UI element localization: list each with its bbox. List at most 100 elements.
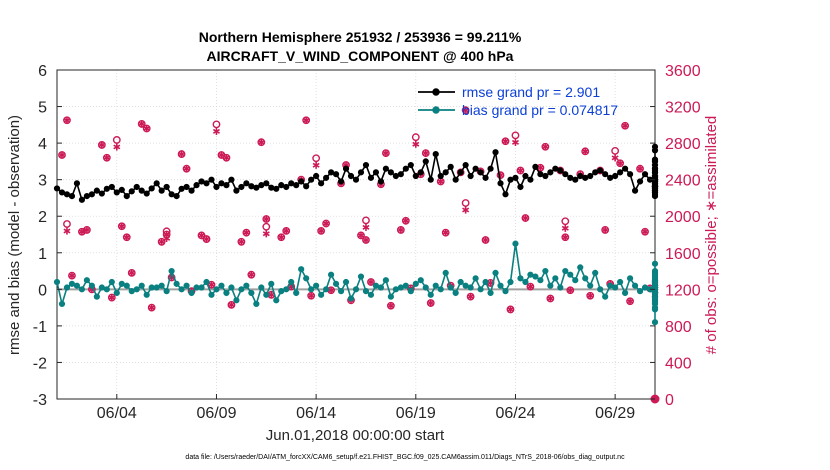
- assimilated-marker-stroke: [561, 234, 569, 240]
- rmse-point: [78, 196, 86, 203]
- assimilated-marker-stroke: [541, 144, 549, 150]
- bias-point: [631, 282, 639, 289]
- bias-point: [63, 284, 71, 291]
- assimilated-marker: [227, 301, 235, 309]
- bias-point: [567, 271, 574, 278]
- bias-point: [377, 284, 385, 291]
- bias-point: [651, 299, 659, 306]
- assimilated-marker-stroke: [526, 284, 534, 290]
- rmse-point: [377, 178, 385, 185]
- assimilated-marker-stroke: [506, 306, 515, 312]
- rmse-point: [607, 174, 614, 181]
- rmse-point: [268, 184, 275, 191]
- rmse-point: [58, 189, 66, 196]
- rmse-point: [492, 149, 499, 156]
- bias-point: [602, 293, 609, 300]
- y-tick-label-left: -3: [33, 392, 47, 409]
- rmse-point: [63, 191, 71, 198]
- bias-point: [507, 278, 514, 286]
- bias-point: [562, 267, 569, 275]
- bias-point: [148, 284, 155, 291]
- bias-point: [626, 275, 634, 282]
- assimilated-marker-stroke: [178, 151, 186, 157]
- bias-point: [218, 282, 225, 289]
- assimilated-marker: [546, 294, 554, 303]
- assimilated-marker-stroke: [123, 234, 131, 240]
- rmse-point: [457, 169, 464, 176]
- assimilated-marker: [566, 286, 574, 294]
- rmse-point: [347, 172, 355, 180]
- bias-point: [392, 286, 399, 293]
- assimilated-marker: [178, 150, 186, 158]
- assimilated-marker-stroke: [148, 305, 156, 311]
- assimilated-marker: [202, 235, 211, 243]
- assimilated-marker: [616, 159, 624, 167]
- axes: -3 -2 -1 0 1 2 3 4 5 6 0 400 800 1200 1600 2000 2400 2800…: [33, 63, 701, 422]
- rmse-point: [263, 180, 270, 187]
- rmse-point: [303, 183, 310, 190]
- assimilated-marker-stroke: [282, 228, 290, 234]
- bias-point: [547, 282, 554, 289]
- bias-point: [263, 291, 270, 298]
- x-tick-label: 06/14: [296, 405, 336, 422]
- assimilated-marker: [317, 227, 325, 235]
- bias-point: [617, 278, 624, 286]
- rmse-point: [582, 174, 589, 181]
- bias-point: [332, 280, 340, 287]
- rmse-point: [98, 190, 105, 197]
- bias-point: [258, 284, 265, 291]
- rmse-point: [203, 180, 210, 187]
- bias-point: [243, 282, 250, 289]
- bias-point: [522, 278, 529, 286]
- assimilated-marker: [367, 278, 375, 286]
- assimilated-marker: [382, 149, 390, 157]
- assimilated-marker-stroke: [511, 139, 519, 145]
- bias-point: [158, 282, 165, 289]
- rmse-point: [407, 161, 414, 169]
- rmse-point: [143, 190, 150, 197]
- x-tick-label: 06/19: [396, 405, 436, 422]
- bias-point: [58, 300, 66, 308]
- rmse-point: [651, 187, 659, 194]
- bias-point: [133, 286, 140, 293]
- bias-point: [352, 286, 360, 293]
- assimilated-marker: [282, 227, 290, 235]
- rmse-point: [258, 182, 265, 189]
- assimilated-marker: [108, 293, 116, 302]
- rmse-point: [293, 182, 300, 189]
- possible-marker: [112, 136, 121, 144]
- y-tick-label-left: 6: [38, 63, 47, 80]
- bias-point: [636, 288, 644, 295]
- assimilated-marker: [68, 272, 76, 280]
- assimilated-marker-stroke: [202, 236, 211, 242]
- bias-point: [113, 289, 120, 297]
- assimilated-marker-stroke: [342, 162, 350, 168]
- possible-marker: [511, 131, 520, 140]
- bias-point: [582, 275, 589, 282]
- possible-marker: [262, 222, 271, 231]
- data-file-footnote: data file: /Users/raeder/DAI/ATM_forcXX/…: [185, 454, 625, 461]
- rmse-point: [467, 172, 474, 180]
- bias-point: [417, 277, 424, 284]
- assimilated-marker: [586, 292, 594, 300]
- bias-point: [517, 275, 524, 282]
- y-tick-label-right: 3200: [665, 100, 701, 117]
- assimilated-marker: [277, 233, 285, 241]
- assimilated-marker-stroke: [586, 293, 594, 299]
- rmse-point: [193, 182, 200, 189]
- bias-point: [651, 273, 659, 280]
- assimilated-marker: [307, 292, 315, 300]
- rmse-point: [622, 165, 629, 172]
- bias-point: [592, 269, 599, 276]
- legend-marker: [432, 106, 440, 114]
- assimilated-marker: [163, 234, 171, 242]
- rmse-point: [587, 172, 594, 180]
- rmse-point: [298, 178, 305, 185]
- y-tick-label-left: -2: [33, 355, 47, 372]
- bias-point: [467, 284, 474, 291]
- bias-point: [168, 267, 175, 275]
- assimilated-marker-stroke: [262, 216, 270, 222]
- possible-marker: [212, 120, 221, 129]
- rmse-point: [128, 188, 135, 195]
